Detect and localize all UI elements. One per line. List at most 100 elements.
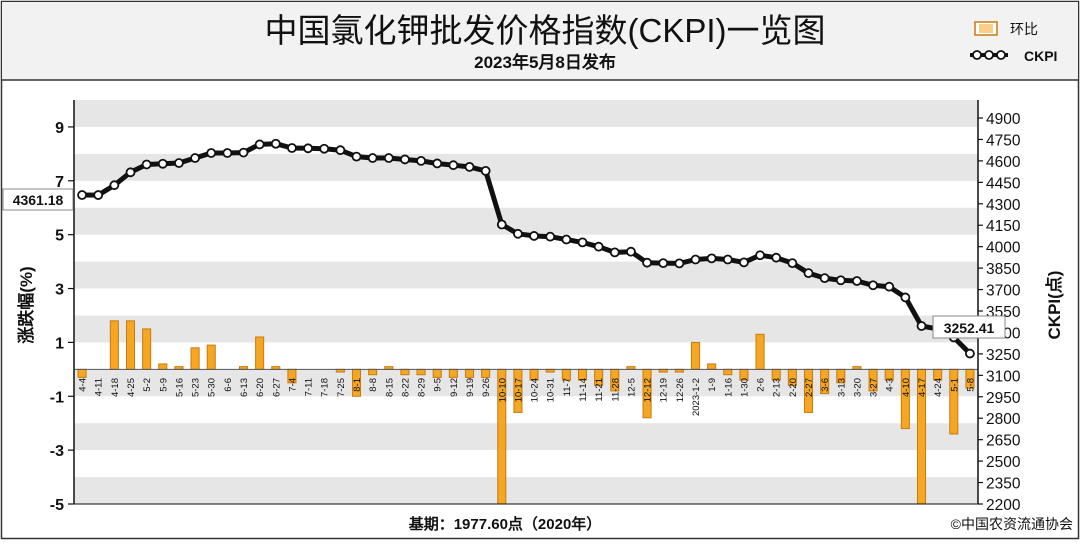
ckpi-point-11-28	[609, 247, 620, 258]
x-tick-label: 11-21	[594, 378, 605, 402]
grid-band	[74, 315, 978, 343]
bar-9-19	[464, 368, 475, 378]
x-tick-label: 4-10	[901, 378, 912, 397]
y-left-label: 涨跌幅(%)	[16, 266, 36, 343]
x-tick-label: 10-24	[530, 378, 541, 402]
y-left-tick-label: 3	[55, 282, 64, 299]
ckpi-point-6-20	[254, 139, 265, 150]
ckpi-point-4-3	[884, 281, 895, 292]
ckpi-point-1-16	[722, 254, 733, 265]
line-series	[77, 138, 975, 359]
x-tick-label: 2-27	[804, 378, 815, 397]
grid-bands	[74, 100, 978, 504]
y-right-tick-label: 2200	[986, 497, 1021, 514]
y-right-tick-label: 4150	[986, 218, 1021, 235]
x-tick-label: 3-27	[869, 378, 880, 397]
ckpi-point-7-11	[303, 143, 313, 154]
x-tick-label: 7-18	[320, 378, 331, 397]
y-right-tick-label: 4300	[986, 197, 1021, 214]
ckpi-point-6-13	[238, 147, 249, 158]
bar-2023-1-2	[690, 341, 701, 370]
x-tick-label: 5-9	[158, 378, 169, 392]
bar-2-6	[755, 333, 765, 370]
ckpi-point-2-13	[771, 252, 782, 263]
x-tick-label: 7-4	[287, 378, 298, 392]
ckpi-point-5-2	[141, 159, 152, 170]
x-tick-label: 4-3	[885, 378, 896, 392]
legend-bar-swatch-fill	[979, 24, 993, 33]
y-left-tick-label: -5	[50, 497, 64, 514]
chart-title: 中国氯化钾批发价格指数(CKPI)一览图	[265, 12, 826, 49]
x-tick-label: 12-19	[659, 378, 670, 402]
x-tick-label: 5-23	[191, 378, 202, 397]
y-right-tick-label: 4450	[986, 175, 1021, 192]
grid-band	[74, 423, 978, 451]
bar-1-16	[723, 368, 733, 376]
bar-series	[74, 320, 978, 505]
ckpi-point-7-18	[319, 143, 330, 154]
chart-subtitle: 2023年5月8日发布	[474, 52, 616, 72]
legend-bar-label: 环比	[1010, 21, 1038, 37]
y-right-tick-label: 3700	[986, 283, 1021, 300]
y-right-tick-label: 3850	[986, 261, 1021, 278]
legend-line-label: CKPI	[1024, 48, 1057, 64]
ckpi-point-2-20	[787, 258, 798, 269]
ckpi-point-8-22	[400, 154, 410, 165]
ckpi-point-8-29	[416, 155, 426, 166]
ckpi-point-3-20	[852, 276, 862, 286]
y-right-tick-label: 4000	[986, 240, 1021, 257]
ckpi-point-4-4	[77, 190, 87, 200]
x-tick-label: 8-15	[384, 378, 395, 397]
ckpi-point-2-6	[755, 250, 765, 261]
x-tick-label: 7-25	[336, 378, 347, 397]
ckpi-point-11-7	[561, 234, 572, 245]
base-period-note: 基期：1977.60点（2020年）	[408, 515, 602, 533]
ckpi-point-3-6	[819, 273, 830, 284]
ckpi-point-4-17	[916, 321, 927, 331]
x-tick-label: 8-1	[352, 378, 363, 392]
x-tick-labels: 4-4 4-11 4-18 4-25 5-2 5-9 5-16 5-23 5-30 6-6 6-13…	[78, 378, 977, 416]
ckpi-point-3-27	[868, 280, 878, 291]
x-tick-label: 5-16	[174, 378, 185, 397]
x-tick-label: 10-31	[546, 378, 557, 402]
y-right-tick-label: 4600	[986, 154, 1021, 171]
y-right-tick-label: 4900	[986, 111, 1021, 128]
bar-8-22	[400, 368, 410, 376]
ckpi-point-5-30	[206, 148, 217, 158]
x-tick-label: 6-6	[223, 378, 234, 392]
x-tick-label: 8-29	[417, 378, 428, 397]
ckpi-point-5-16	[174, 158, 184, 168]
start-value-label: 4361.18	[13, 192, 64, 208]
ckpi-point-9-26	[480, 165, 491, 176]
ckpi-point-6-27	[270, 138, 281, 149]
bar-4-25	[125, 320, 136, 370]
bar-4-18	[109, 320, 119, 370]
x-tick-label: 5-1	[949, 378, 960, 392]
ckpi-point-12-12	[642, 257, 652, 268]
x-tick-label: 5-30	[207, 378, 218, 397]
header-band	[2, 2, 1078, 80]
x-tick-label: 2-13	[772, 378, 783, 397]
y-left-tick-label: -3	[50, 443, 64, 460]
ckpi-point-12-26	[674, 258, 685, 269]
legend-line-marker	[984, 50, 994, 60]
ckpi-point-2023-1-2	[690, 254, 701, 265]
ckpi-point-5-23	[190, 153, 200, 163]
x-tick-label: 11-28	[610, 378, 621, 402]
end-value-callout: 3252.41	[932, 315, 1006, 339]
bar-6-20	[255, 336, 265, 370]
y-left-tick-label: 9	[55, 120, 64, 137]
y-right-tick-label: 2650	[986, 433, 1021, 450]
x-tick-label: 3-6	[820, 378, 831, 392]
grid-band	[74, 207, 978, 235]
ckpi-point-9-12	[448, 160, 459, 171]
ckpi-point-4-25	[125, 167, 136, 178]
x-tick-label: 6-20	[255, 378, 266, 397]
copyright-note: ©中国农资流通协会	[951, 516, 1073, 532]
y-right-tick-label: 2950	[986, 390, 1021, 407]
x-tick-label: 3-20	[852, 378, 863, 397]
ckpi-point-10-24	[529, 231, 539, 241]
ckpi-point-8-1	[351, 151, 362, 162]
ckpi-point-1-9	[706, 253, 717, 264]
